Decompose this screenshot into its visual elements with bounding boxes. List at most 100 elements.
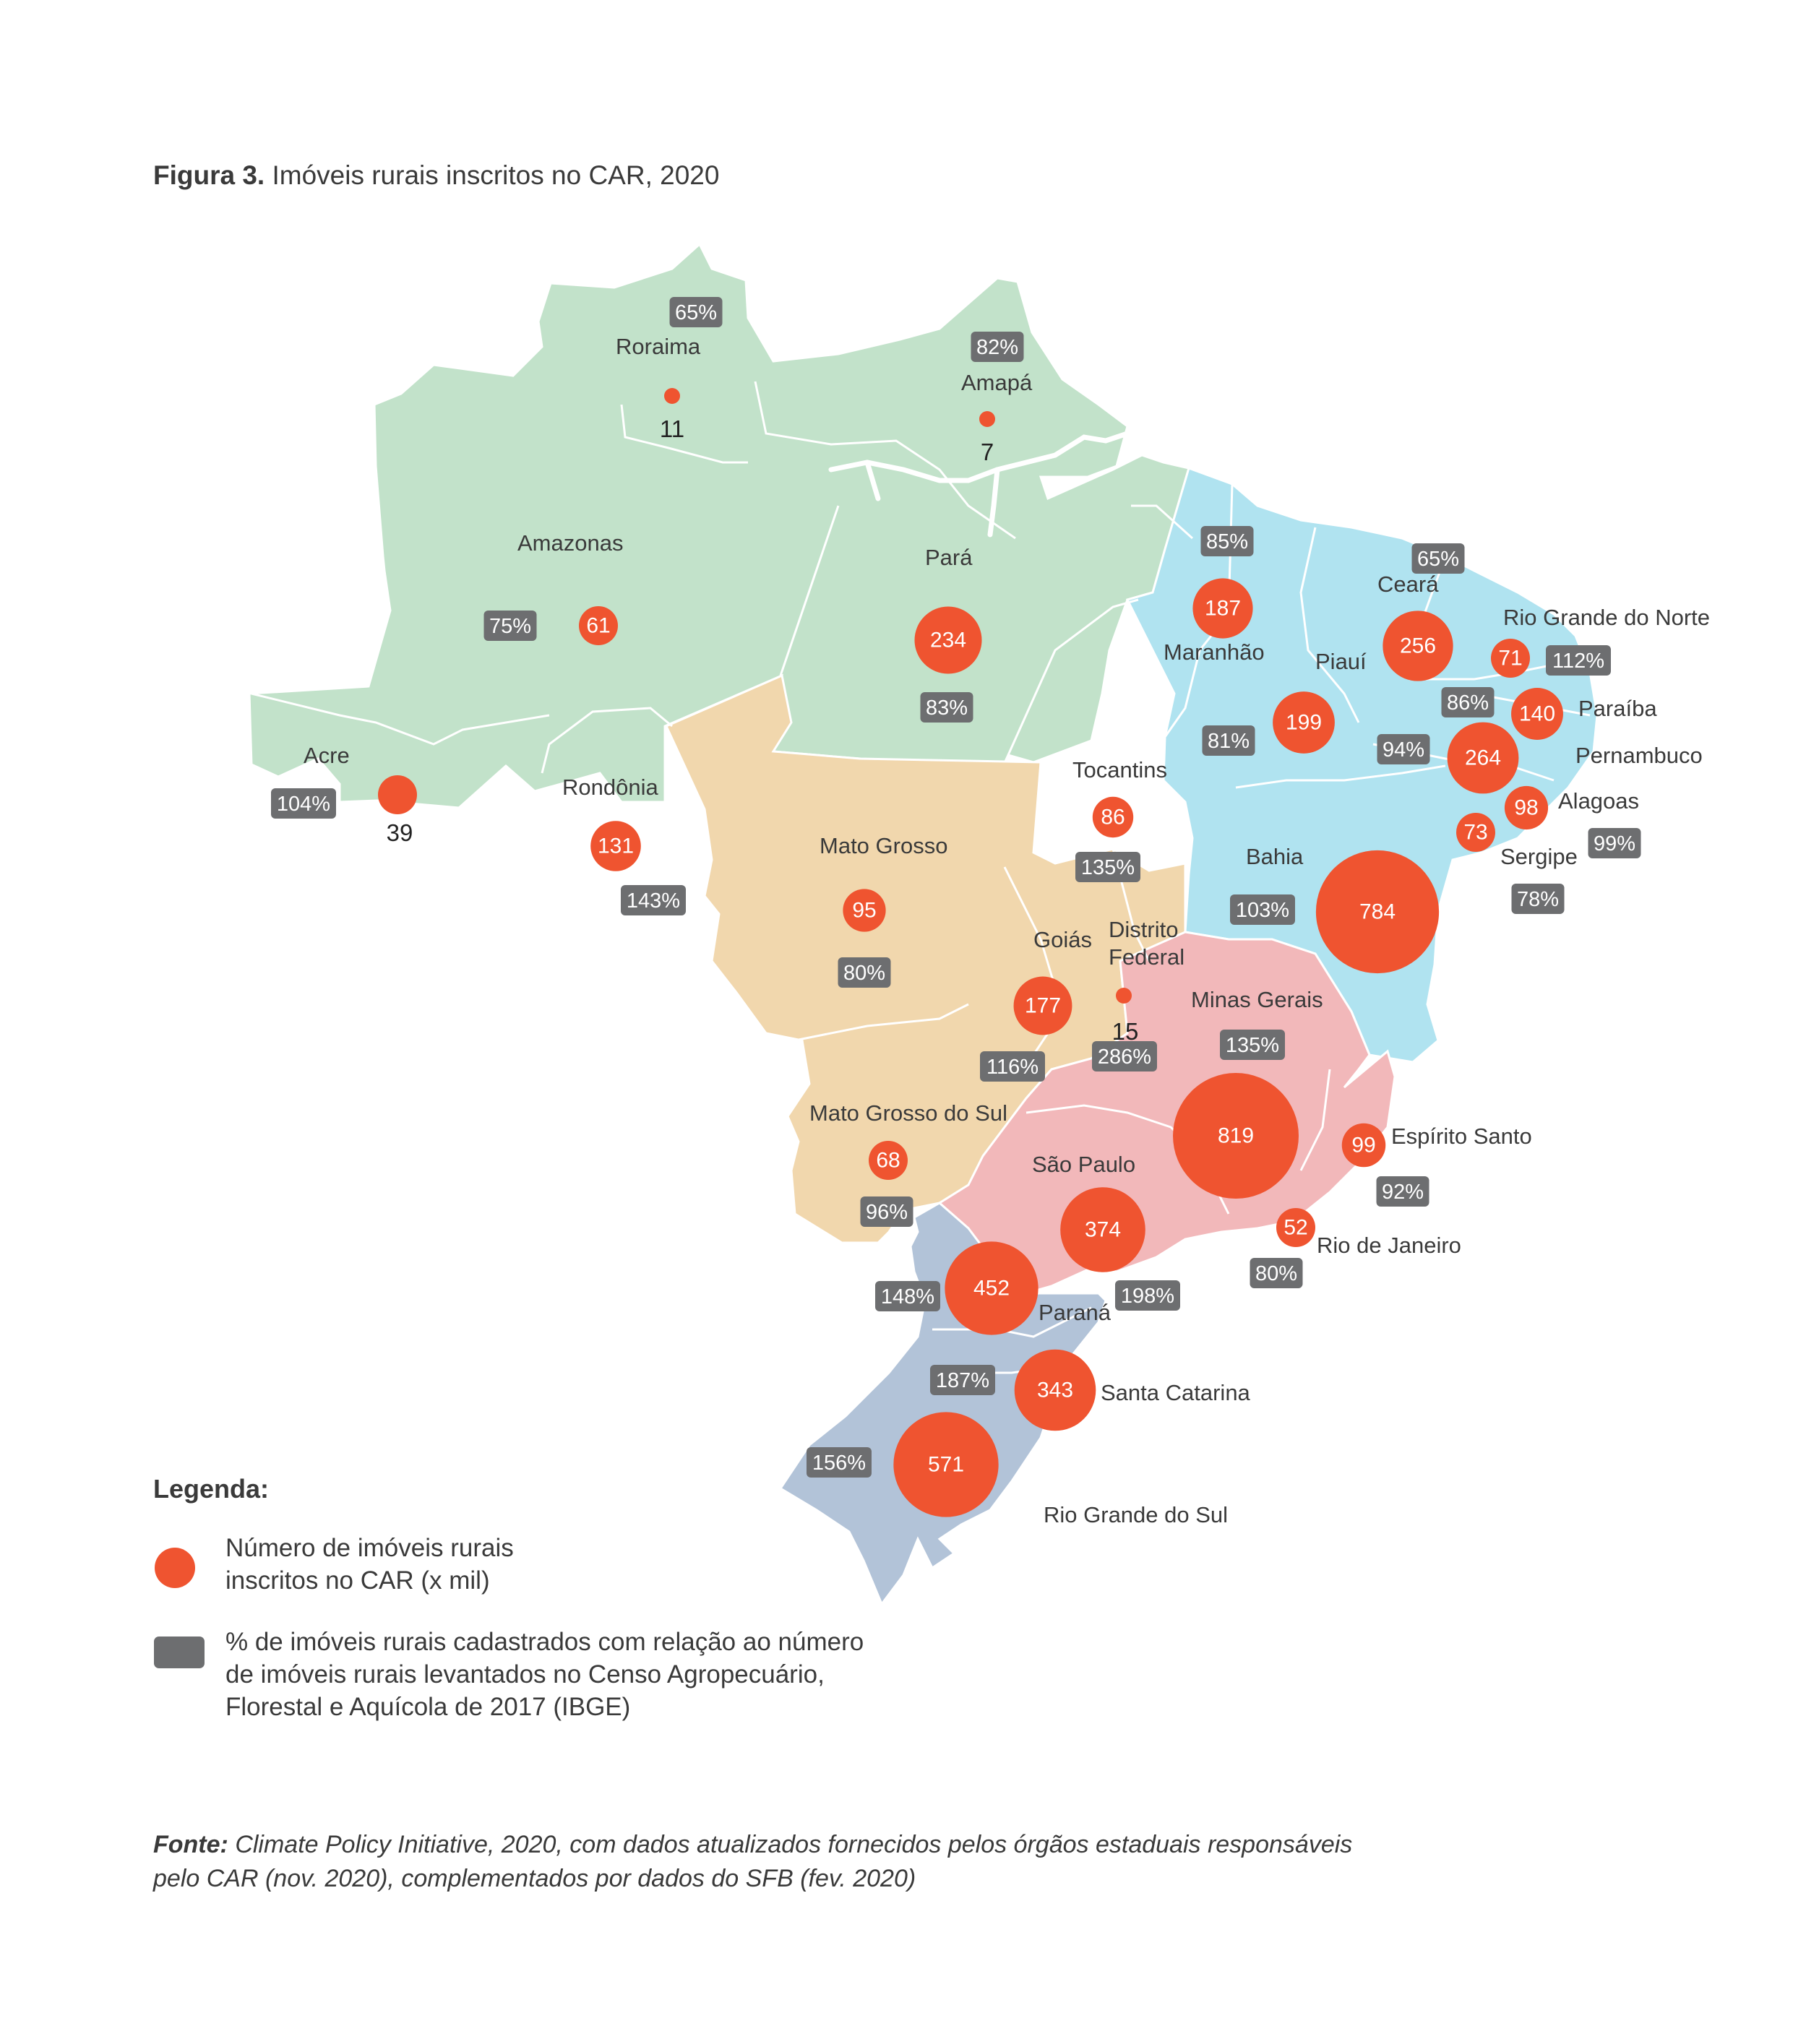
bubble-espirito-santo — [1341, 1123, 1386, 1168]
bubble-value-piaui: 199 — [1286, 711, 1322, 735]
bubble-amapa — [979, 411, 995, 427]
pct-badge-alagoas — [1588, 828, 1641, 858]
legend: Legenda: Número de imóveis rurais inscri… — [153, 1474, 948, 1721]
state-label-rio-de-janeiro: Rio de Janeiro — [1317, 1233, 1461, 1258]
pct-value-piaui: 81% — [1208, 730, 1250, 753]
pct-value-sao-paulo: 198% — [1121, 1285, 1174, 1308]
bubble-value-rondonia: 131 — [598, 835, 634, 858]
pct-value-tocantins: 135% — [1081, 856, 1135, 879]
state-label-mato-grosso: Mato Grosso — [820, 833, 947, 858]
bubble-value-amapa: 7 — [981, 439, 994, 465]
bubble-value-parana: 452 — [973, 1277, 1010, 1301]
pct-value-amazonas: 75% — [489, 615, 531, 638]
state-label-pernambuco: Pernambuco — [1575, 743, 1703, 768]
pct-value-maranhao: 85% — [1206, 530, 1248, 553]
bubble-value-mato-grosso-do-sul: 68 — [876, 1149, 900, 1173]
pct-badge-paraiba — [1441, 687, 1495, 717]
pct-value-rio-de-janeiro: 80% — [1255, 1262, 1297, 1285]
pct-badge-tocantins — [1075, 852, 1140, 882]
legend-title: Legenda: — [153, 1474, 270, 1504]
pct-badge-parana — [875, 1281, 940, 1311]
bubble-amazonas — [579, 606, 618, 645]
legend-bubble-swatch — [155, 1548, 195, 1588]
bubble-value-roraima: 11 — [660, 415, 684, 442]
bubble-sao-paulo — [1060, 1187, 1145, 1272]
legend-bubble-text: Número de imóveis rurais inscritos no CA… — [225, 1534, 514, 1595]
bubble-rio-grande-do-norte — [1491, 639, 1530, 678]
state-label-santa-catarina: Santa Catarina — [1101, 1380, 1251, 1405]
bubble-minas-gerais — [1173, 1073, 1299, 1199]
state-label-tocantins: Tocantins — [1072, 757, 1167, 782]
pct-value-pernambuco: 94% — [1383, 738, 1424, 762]
source-note: Fonte: Climate Policy Initiative, 2020, … — [153, 1828, 1382, 1896]
state-label-paraiba: Paraíba — [1578, 696, 1657, 721]
state-label-minas-gerais: Minas Gerais — [1191, 987, 1323, 1012]
state-label-distrito-federal: Distrito Federal — [1109, 917, 1184, 970]
figure-caption: Imóveis rurais inscritos no CAR, 2020 — [272, 160, 720, 190]
figure-number: Figura 3. — [153, 160, 265, 190]
bubble-value-para: 234 — [930, 629, 966, 652]
bubble-tocantins — [1092, 796, 1134, 838]
bubble-goias — [1013, 976, 1072, 1035]
bubble-value-sao-paulo: 374 — [1085, 1218, 1121, 1242]
bubble-parana — [945, 1241, 1039, 1335]
state-label-mato-grosso-do-sul: Mato Grosso do Sul — [809, 1100, 1007, 1126]
bubble-sergipe — [1456, 813, 1495, 852]
pct-value-rio-grande-do-sul: 156% — [812, 1452, 866, 1475]
bubble-value-mato-grosso: 95 — [852, 899, 876, 923]
bubble-piaui — [1273, 691, 1335, 754]
pct-badge-amazonas — [483, 611, 537, 641]
pct-value-minas-gerais: 135% — [1226, 1034, 1279, 1057]
state-label-maranhao: Maranhão — [1164, 639, 1265, 665]
state-label-ceara: Ceará — [1377, 572, 1439, 597]
state-label-sao-paulo: São Paulo — [1032, 1152, 1135, 1177]
pct-value-mato-grosso: 80% — [843, 962, 885, 985]
bubble-value-distrito-federal: 15 — [1112, 1018, 1139, 1045]
bubble-value-amazonas: 61 — [586, 614, 610, 638]
state-label-amapa: Amapá — [961, 370, 1033, 395]
bubble-value-bahia: 784 — [1359, 900, 1396, 924]
pct-badge-maranhao — [1200, 526, 1254, 556]
state-label-amazonas: Amazonas — [517, 530, 623, 556]
pct-badge-rio-grande-do-sul — [807, 1447, 872, 1478]
amazon-river — [828, 431, 1130, 538]
pct-value-acre: 104% — [277, 793, 330, 816]
state-label-para: Pará — [925, 545, 973, 570]
state-label-espirito-santo: Espírito Santo — [1391, 1124, 1532, 1149]
pct-value-paraiba: 86% — [1447, 691, 1489, 715]
state-label-sergipe: Sergipe — [1500, 844, 1578, 869]
pct-value-parana: 148% — [881, 1285, 934, 1308]
pct-badge-distrito-federal — [1092, 1041, 1157, 1071]
bubble-value-goias: 177 — [1025, 994, 1061, 1018]
bubble-value-acre: 39 — [387, 819, 413, 846]
pct-value-amapa: 82% — [976, 336, 1018, 359]
state-label-piaui: Piauí — [1315, 649, 1367, 674]
bubble-santa-catarina — [1014, 1349, 1096, 1431]
state-label-bahia: Bahia — [1246, 844, 1304, 869]
bubble-mato-grosso — [843, 889, 886, 932]
bubble-value-rio-grande-do-sul: 571 — [928, 1453, 964, 1477]
region-southeast — [937, 931, 1396, 1295]
bubble-ceara — [1383, 611, 1453, 681]
pct-badge-sergipe — [1511, 884, 1565, 914]
pct-badge-sao-paulo — [1115, 1280, 1180, 1311]
pct-badge-mato-grosso-do-sul — [860, 1196, 913, 1227]
pct-badge-minas-gerais — [1220, 1030, 1285, 1060]
pct-value-alagoas: 99% — [1594, 832, 1635, 855]
bubble-pernambuco — [1447, 722, 1519, 794]
pct-value-espirito-santo: 92% — [1382, 1181, 1424, 1204]
bubble-outside-labels: 11 7 39 15 — [387, 415, 1139, 1045]
pct-badge-ceara — [1411, 543, 1465, 574]
bubble-roraima — [664, 388, 680, 404]
bubble-mato-grosso-do-sul — [869, 1141, 908, 1180]
pct-badge-goias — [980, 1051, 1045, 1082]
pct-value-sergipe: 78% — [1517, 888, 1559, 911]
bubble-value-minas-gerais: 819 — [1218, 1124, 1254, 1148]
state-label-alagoas: Alagoas — [1558, 788, 1639, 814]
pct-badge-amapa — [971, 332, 1024, 362]
state-label-parana: Paraná — [1039, 1300, 1112, 1325]
pct-value-para: 83% — [926, 697, 968, 720]
bubble-paraiba — [1511, 688, 1563, 740]
pct-value-santa-catarina: 187% — [936, 1369, 989, 1392]
